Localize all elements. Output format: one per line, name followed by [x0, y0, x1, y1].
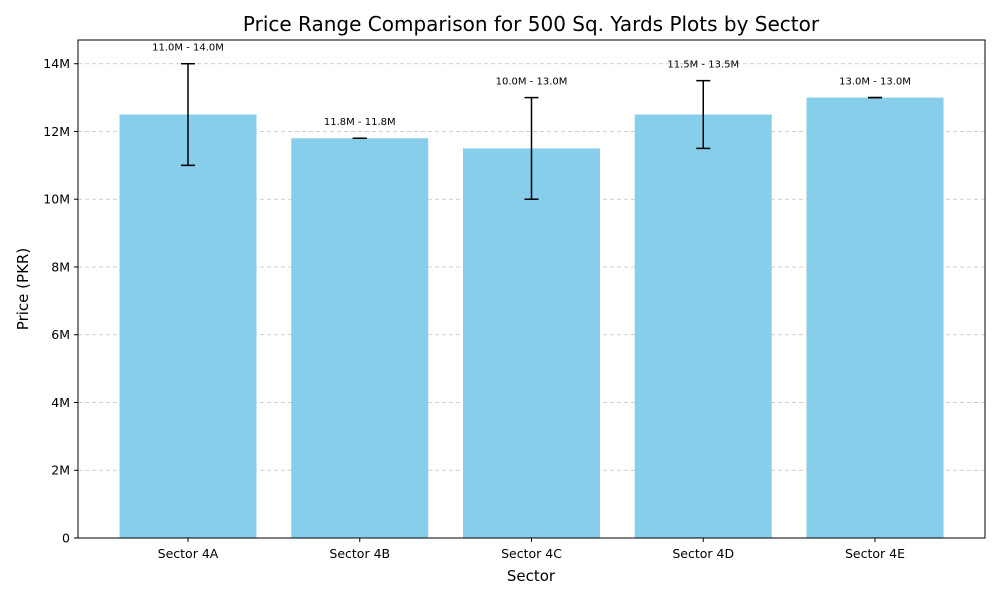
data-label: 11.0M - 14.0M — [152, 43, 224, 54]
y-tick-label: 2M — [51, 463, 70, 478]
bars — [119, 97, 944, 539]
y-axis-label: Price (PKR) — [14, 248, 32, 330]
x-tick-label: Sector 4C — [501, 546, 562, 561]
data-label: 13.0M - 13.0M — [839, 77, 911, 88]
bar — [634, 114, 772, 538]
y-tick-label: 10M — [43, 192, 70, 207]
y-tick-label: 14M — [43, 56, 70, 71]
data-label: 10.0M - 13.0M — [496, 77, 568, 88]
error-bars — [181, 62, 882, 200]
data-label: 11.5M - 13.5M — [667, 60, 739, 71]
x-tick-label: Sector 4A — [158, 546, 219, 561]
y-tick-label: 4M — [51, 395, 70, 410]
y-tick-label: 6M — [51, 327, 70, 342]
y-tick-label: 0 — [62, 531, 70, 546]
bar — [463, 148, 600, 539]
bar — [119, 114, 257, 538]
chart-title: Price Range Comparison for 500 Sq. Yards… — [243, 12, 820, 36]
y-tick-label: 12M — [43, 124, 70, 139]
y-axis-ticks: 0 2M 4M 6M 8M 10M 12M 14M — [43, 56, 78, 546]
x-tick-label: Sector 4D — [672, 546, 734, 561]
y-tick-label: 8M — [51, 259, 70, 274]
data-labels: 11.0M - 14.0M 11.8M - 11.8M 10.0M - 13.0M 1… — [152, 43, 911, 129]
bar — [806, 97, 944, 539]
data-label: 11.8M - 11.8M — [324, 117, 396, 128]
bar — [291, 138, 429, 538]
x-tick-label: Sector 4E — [845, 546, 905, 561]
x-axis-ticks: Sector 4A Sector 4B Sector 4C Sector 4D Sect… — [158, 538, 905, 561]
x-axis-label: Sector — [507, 567, 556, 585]
x-tick-label: Sector 4B — [329, 546, 390, 561]
